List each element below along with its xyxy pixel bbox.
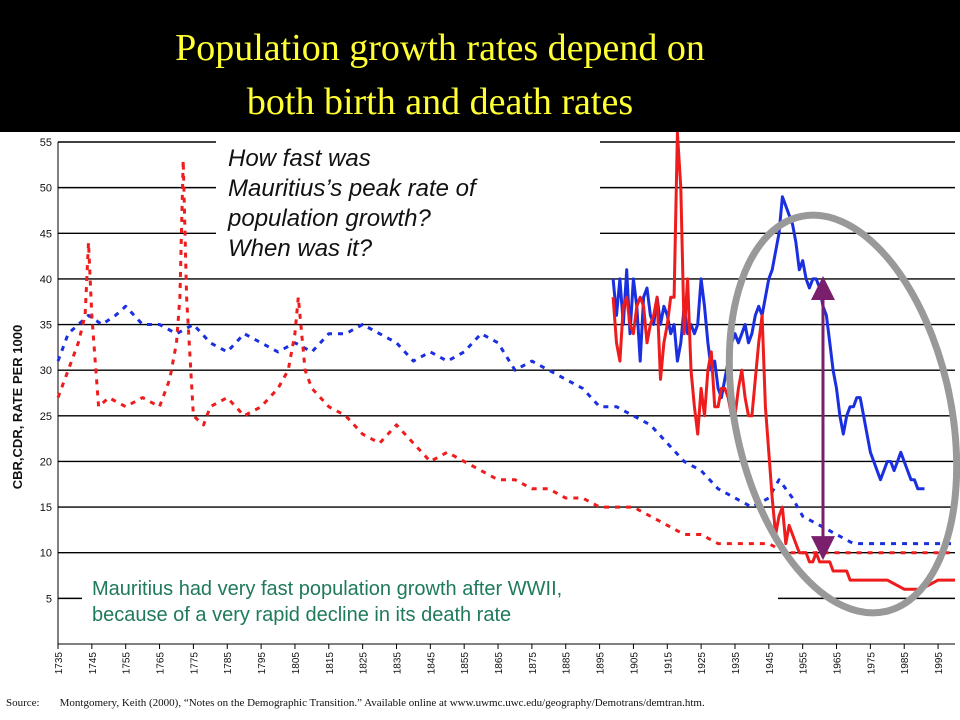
y-axis-label: CBR,CDR, RATE PER 1000	[10, 325, 25, 489]
x-tick-label: 1755	[122, 652, 133, 675]
series-death-estimated-line	[56, 158, 955, 555]
question-line: How fast was	[228, 145, 371, 172]
y-tick-label: 55	[40, 137, 52, 149]
source-label: Source:	[6, 697, 40, 709]
y-tick-label: 40	[40, 274, 52, 286]
highlight-ellipse	[725, 211, 960, 617]
y-axis: 5 10 15 20 25 30 35 40 45 50 55	[40, 137, 59, 644]
question-line: population growth?	[228, 205, 431, 232]
note-line: because of a very rapid decline in its d…	[92, 604, 512, 626]
x-tick-label: 1975	[866, 652, 877, 675]
x-tick-label: 1955	[799, 652, 810, 675]
x-tick-label: 1935	[731, 652, 742, 675]
x-tick-label: 1875	[528, 652, 539, 675]
x-tick-label: 1925	[697, 652, 708, 675]
y-tick-label: 5	[46, 593, 52, 605]
slide-title-line-1: Population growth rates depend on	[175, 27, 705, 69]
source-text: Montgomery, Keith (2000), “Notes on the …	[59, 697, 705, 709]
x-tick-label: 1945	[765, 652, 776, 675]
data-series	[56, 132, 955, 591]
question-line: When was it?	[228, 235, 373, 262]
x-tick-label: 1825	[359, 652, 370, 675]
y-tick-label: 50	[40, 183, 52, 195]
question-line: Mauritius’s peak rate of	[228, 175, 476, 202]
note-line: Mauritius had very fast population growt…	[92, 578, 563, 600]
y-tick-label: 10	[40, 548, 52, 560]
x-tick-label: 1745	[88, 652, 99, 675]
y-tick-label: 35	[40, 320, 52, 332]
annotations	[725, 211, 960, 617]
series-birth-estimated-line	[56, 304, 955, 546]
question-box: How fast was Mauritius’s peak rate of po…	[216, 138, 600, 268]
y-tick-label: 20	[40, 456, 52, 468]
title-bar: Population growth rates depend on both b…	[0, 0, 960, 132]
x-tick-label: 1895	[596, 652, 607, 675]
x-tick-label: 1915	[663, 652, 674, 675]
x-axis: 1735 1745 1755 1765 1775 1785 1795 1805 1815 1825…	[54, 643, 955, 675]
x-tick-label: 1765	[156, 652, 167, 675]
source-citation: Source: Montgomery, Keith (2000), “Notes …	[6, 697, 960, 709]
slide-title-line-2: both birth and death rates	[246, 81, 634, 123]
y-tick-label: 45	[40, 228, 52, 240]
x-tick-label: 1805	[291, 652, 302, 675]
y-tick-label: 15	[40, 502, 52, 514]
x-tick-label: 1735	[54, 652, 65, 675]
x-tick-label: 1965	[833, 652, 844, 675]
x-tick-label: 1815	[325, 652, 336, 675]
x-tick-label: 1785	[223, 652, 234, 675]
x-tick-label: 1885	[562, 652, 573, 675]
x-tick-label: 1865	[494, 652, 505, 675]
x-tick-label: 1775	[189, 652, 200, 675]
x-tick-label: 1985	[900, 652, 911, 675]
y-tick-label: 30	[40, 365, 52, 377]
explanation-note: Mauritius had very fast population growt…	[82, 573, 778, 638]
x-tick-label: 1905	[629, 652, 640, 675]
series-death-mauritius-line	[611, 132, 955, 591]
x-tick-label: 1855	[460, 652, 471, 675]
x-tick-label: 1995	[934, 652, 945, 675]
y-tick-label: 25	[40, 411, 52, 423]
x-tick-label: 1845	[426, 652, 437, 675]
series-birth-mauritius-line	[611, 195, 925, 491]
x-tick-label: 1835	[392, 652, 403, 675]
x-tick-label: 1795	[257, 652, 268, 675]
